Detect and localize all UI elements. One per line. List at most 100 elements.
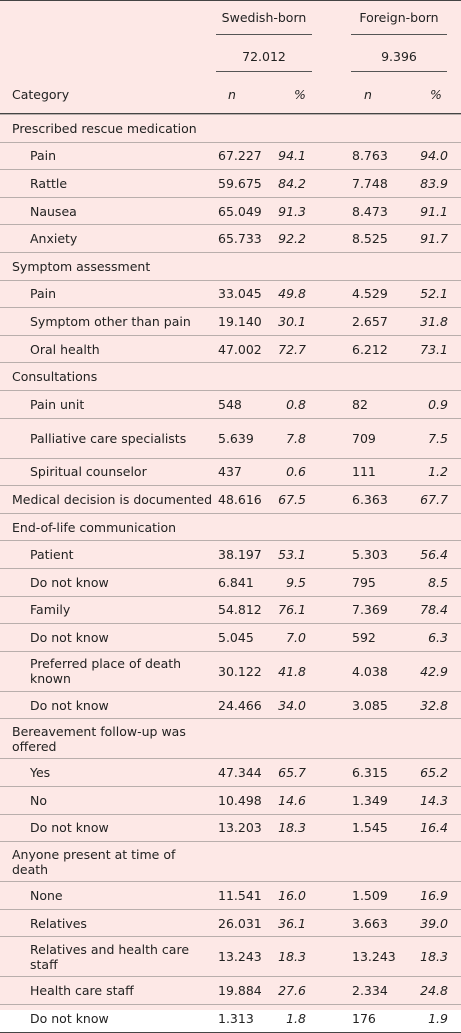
data-row: Relatives 26.031 36.1 3.663 39.0 <box>0 908 461 937</box>
percent-cell: 76.1 <box>278 602 306 618</box>
count-cell: 33.045 <box>218 286 262 302</box>
section-row: Consultations <box>0 362 461 390</box>
data-row: Nausea 65.049 91.3 8.473 91.1 <box>0 196 461 225</box>
data-row: Health care staff 19.884 27.6 2.334 24.8 <box>0 976 461 1004</box>
percent-cell: 84.2 <box>278 175 306 191</box>
count-cell: 1.545 <box>352 820 388 836</box>
count-cell: 8.473 <box>352 203 388 219</box>
percent-cell: 52.1 <box>420 286 448 302</box>
data-row: Do not know 5.045 7.0 592 6.3 <box>0 623 461 651</box>
row-label: Relatives and health care staff <box>30 941 190 972</box>
percent-cell: 18.3 <box>420 949 448 965</box>
count-cell: 6.212 <box>352 341 388 357</box>
row-label: Oral health <box>30 341 100 357</box>
count-cell: 54.812 <box>218 602 262 618</box>
column-label: Category <box>12 87 70 102</box>
percent-cell: 18.3 <box>278 820 306 836</box>
data-row: Spiritual counselor 437 0.6 111 1.2 <box>0 457 461 486</box>
row-label: Palliative care specialists <box>30 430 187 446</box>
percent-cell: 94.1 <box>278 148 306 164</box>
count-cell: 24.466 <box>218 697 262 713</box>
data-row: Do not know 6.841 9.5 795 8.5 <box>0 568 461 596</box>
count-cell: 2.334 <box>352 983 388 999</box>
percent-cell: 91.3 <box>278 203 306 219</box>
count-cell: 30.122 <box>218 663 262 679</box>
percent-cell: 41.8 <box>278 663 306 679</box>
row-label: Symptom other than pain <box>30 313 191 329</box>
percent-cell: 0.6 <box>286 464 306 480</box>
section-row: End-of-life communication <box>0 512 461 541</box>
count-cell: 3.663 <box>352 915 388 931</box>
percent-cell: 1.2 <box>428 464 448 480</box>
rule <box>216 71 312 72</box>
data-row: Do not know 13.203 18.3 1.545 16.4 <box>0 813 461 842</box>
count-cell: 59.675 <box>218 175 262 191</box>
row-label: Patient <box>30 547 74 563</box>
count-cell: 26.031 <box>218 915 262 931</box>
group-label: Foreign-born <box>359 10 439 25</box>
row-label: Pain unit <box>30 396 85 412</box>
count-cell: 3.085 <box>352 697 388 713</box>
count-cell: 1.349 <box>352 792 388 808</box>
count-cell: 592 <box>352 629 376 645</box>
data-row: Oral health 47.002 72.7 6.212 73.1 <box>0 334 461 363</box>
percent-cell: 92.2 <box>278 231 306 247</box>
percent-cell: 49.8 <box>278 286 306 302</box>
percent-cell: 36.1 <box>278 915 306 931</box>
percent-cell: 16.4 <box>420 820 448 836</box>
percent-cell: 1.9 <box>428 1010 448 1026</box>
percent-cell: 9.5 <box>286 574 306 590</box>
data-row: Rattle 59.675 84.2 7.748 83.9 <box>0 169 461 197</box>
data-row: Preferred place of death known 30.122 41.8… <box>0 650 461 691</box>
percent-cell: 24.8 <box>420 983 448 999</box>
count-cell: 5.303 <box>352 547 388 563</box>
percent-cell: 14.3 <box>420 792 448 808</box>
percent-cell: 67.5 <box>278 491 306 507</box>
count-cell: 8.525 <box>352 231 388 247</box>
count-cell: 65.049 <box>218 203 262 219</box>
percent-cell: 6.3 <box>428 629 448 645</box>
percent-cell: 83.9 <box>420 175 448 191</box>
row-label: None <box>30 887 63 903</box>
count-cell: 47.344 <box>218 765 262 781</box>
percent-cell: 56.4 <box>420 547 448 563</box>
rule <box>351 34 447 35</box>
percent-cell: 34.0 <box>278 697 306 713</box>
percent-cell: 27.6 <box>278 983 306 999</box>
percent-cell: 42.9 <box>420 663 448 679</box>
percent-cell: 78.4 <box>420 602 448 618</box>
count-cell: 5.639 <box>218 430 254 446</box>
percent-cell: 1.8 <box>286 1010 306 1026</box>
percent-cell: 91.1 <box>420 203 448 219</box>
row-label: Do not know <box>30 1010 109 1026</box>
row-label: Do not know <box>30 629 109 645</box>
rule <box>0 113 461 114</box>
count-cell: 6.315 <box>352 765 388 781</box>
data-row: Symptom other than pain 19.140 30.1 2.657 31… <box>0 307 461 335</box>
percent-cell: 14.6 <box>278 792 306 808</box>
row-label: Preferred place of death known <box>30 656 182 687</box>
percent-cell: 7.8 <box>286 430 306 446</box>
count-cell: 10.498 <box>218 792 262 808</box>
count-cell: 5.045 <box>218 629 254 645</box>
count-cell: 82 <box>352 396 368 412</box>
row-label: Symptom assessment <box>12 258 151 274</box>
section-row: Symptom assessment <box>0 252 461 280</box>
data-row: Yes 47.344 65.7 6.315 65.2 <box>0 758 461 786</box>
count-cell: 6.841 <box>218 574 254 590</box>
count-cell: 67.227 <box>218 148 262 164</box>
data-row: Do not know 24.466 34.0 3.085 32.8 <box>0 690 461 719</box>
row-label: Bereavement follow-up was offered <box>12 723 186 754</box>
row-label: Pain <box>30 286 57 302</box>
percent-cell: 65.2 <box>420 765 448 781</box>
count-cell: 65.733 <box>218 231 262 247</box>
rule <box>351 71 447 72</box>
data-row: Do not know 1.313 1.8 176 1.9 <box>0 1004 461 1032</box>
row-label: Prescribed rescue medication <box>12 120 197 136</box>
count-cell: 7.369 <box>352 602 388 618</box>
row-label: Do not know <box>30 820 109 836</box>
data-row: Palliative care specialists 5.639 7.8 709 7.… <box>0 417 461 458</box>
count-cell: 48.616 <box>218 491 262 507</box>
count-cell: 8.763 <box>352 148 388 164</box>
